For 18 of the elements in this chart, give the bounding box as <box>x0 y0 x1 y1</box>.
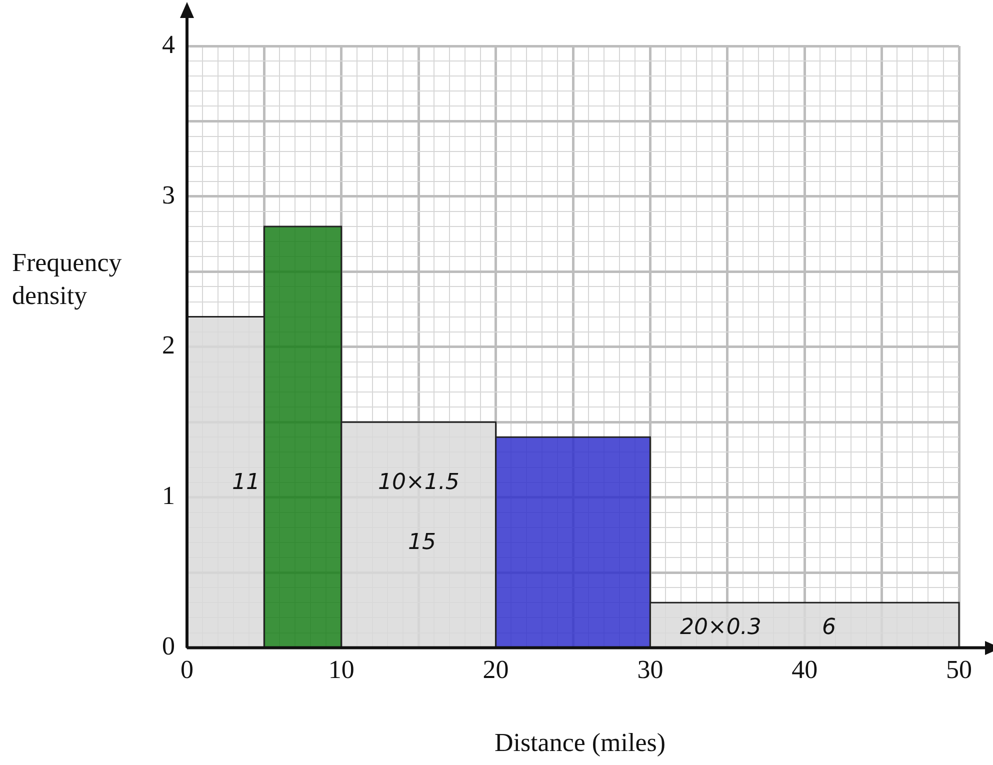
y-tick-label: 4 <box>162 30 175 59</box>
y-tick-label: 0 <box>162 632 175 661</box>
annotation: 20×0.3 <box>680 615 762 640</box>
annotation: 11 <box>232 470 260 495</box>
x-tick-label: 40 <box>792 655 818 684</box>
y-axis-title: Frequency density <box>12 247 123 312</box>
annotation: 10×1.5 <box>378 470 460 495</box>
y-tick-label: 2 <box>162 330 175 360</box>
x-tick-label: 20 <box>482 655 509 684</box>
x-tick-label: 50 <box>946 655 972 684</box>
x-axis-title: Distance (miles) <box>493 728 667 758</box>
y-tick-label: 3 <box>162 180 175 210</box>
annotation: 15 <box>408 530 436 555</box>
x-tick-label: 30 <box>637 655 664 684</box>
x-tick-label: 0 <box>180 655 194 684</box>
annotation: 6 <box>822 615 836 640</box>
y-tick-label: 1 <box>162 481 175 510</box>
x-tick-label: 10 <box>328 655 354 684</box>
